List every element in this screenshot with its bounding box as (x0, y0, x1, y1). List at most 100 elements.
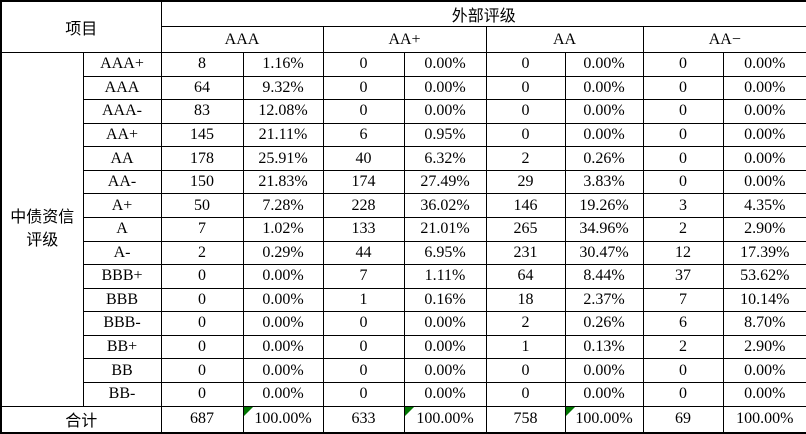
percent-cell: 0.00% (242, 381, 324, 407)
count-cell: 0 (485, 99, 566, 124)
percent-cell: 0.00% (242, 264, 324, 289)
percent-cell: 19.26% (564, 193, 644, 218)
total-cell-value: 100.00% (254, 410, 312, 428)
count-cell: 0 (322, 52, 405, 77)
total-label: 合计 (0, 405, 162, 434)
total-cell-value: 100.00% (736, 410, 794, 428)
percent-cell: 1.16% (242, 52, 324, 77)
percent-cell: 53.62% (722, 264, 806, 289)
percent-cell: 8.70% (722, 311, 806, 336)
table-row: A- 2 0.29% 44 6.95% 231 30.47% 12 17.39% (1, 240, 806, 266)
total-count-cell: 687 (160, 405, 244, 434)
percent-cell: 0.00% (722, 52, 806, 77)
percent-cell: 0.00% (722, 122, 806, 148)
percent-cell: 0.00% (403, 99, 487, 124)
percent-cell: 0.00% (722, 358, 806, 383)
count-cell: 0 (485, 75, 566, 101)
count-cell: 0 (322, 358, 405, 383)
total-cell-value: 687 (190, 410, 215, 428)
count-cell: 0 (160, 287, 244, 313)
percent-cell: 21.83% (242, 169, 324, 195)
excel-flag-triangle-icon (566, 407, 575, 416)
total-cell-value: 633 (351, 410, 376, 428)
percent-cell: 0.16% (403, 287, 487, 313)
percent-cell: 0.00% (403, 75, 487, 101)
count-cell: 83 (160, 99, 244, 124)
count-cell: 3 (642, 193, 724, 218)
row-label: AA (82, 146, 162, 171)
percent-cell: 3.83% (564, 169, 644, 195)
external-rating-group-header: 外部评级 (160, 0, 806, 27)
count-cell: 0 (160, 334, 244, 360)
count-cell: 29 (485, 169, 566, 195)
row-label: AAA (82, 75, 162, 101)
total-count-cell: 633 (322, 405, 405, 434)
percent-cell: 34.96% (564, 216, 644, 242)
header-row-groups: 项目 外部评级 (0, 0, 806, 53)
percent-cell: 0.00% (564, 381, 644, 407)
count-cell: 0 (322, 311, 405, 336)
count-cell: 64 (160, 75, 244, 101)
percent-cell: 0.95% (403, 122, 487, 148)
count-cell: 0 (160, 381, 244, 407)
percent-cell: 25.91% (242, 146, 324, 171)
count-cell: 0 (322, 381, 405, 407)
percent-cell: 21.11% (242, 122, 324, 148)
total-cell-value: 100.00% (416, 410, 474, 428)
count-cell: 40 (322, 146, 405, 171)
row-label: BBB+ (82, 264, 162, 289)
excel-flag-triangle-icon (244, 407, 253, 416)
count-cell: 231 (485, 240, 566, 266)
count-cell: 0 (642, 358, 724, 383)
percent-cell: 6.32% (403, 146, 487, 171)
percent-cell: 0.00% (564, 99, 644, 124)
count-cell: 37 (642, 264, 724, 289)
percent-cell: 0.00% (722, 381, 806, 407)
total-cell-value: 69 (675, 410, 692, 428)
table-row: A+ 50 7.28% 228 36.02% 146 19.26% 3 4.35% (1, 193, 806, 218)
count-cell: 0 (642, 146, 724, 171)
percent-cell: 1.11% (403, 264, 487, 289)
row-label: AAA+ (82, 52, 162, 77)
percent-cell: 0.00% (242, 358, 324, 383)
external-rating-header: AA+ (322, 26, 487, 53)
count-cell: 0 (485, 122, 566, 148)
percent-cell: 0.29% (242, 240, 324, 266)
count-cell: 50 (160, 193, 244, 218)
external-rating-header: AA− (642, 26, 806, 53)
percent-cell: 0.00% (403, 311, 487, 336)
table-row: AA- 150 21.83% 174 27.49% 29 3.83% 0 0.00% (1, 169, 806, 195)
count-cell: 2 (160, 240, 244, 266)
corner-header: 项目 (0, 0, 162, 53)
count-cell: 1 (485, 334, 566, 360)
count-cell: 0 (322, 99, 405, 124)
count-cell: 7 (160, 216, 244, 242)
percent-cell: 12.08% (242, 99, 324, 124)
row-label: BB- (82, 381, 162, 407)
table-row: BB+ 0 0.00% 0 0.00% 1 0.13% 2 2.90% (1, 334, 806, 360)
count-cell: 145 (160, 122, 244, 148)
table-row: BB- 0 0.00% 0 0.00% 0 0.00% 0 0.00% (1, 381, 806, 407)
table-row: AA 178 25.91% 40 6.32% 2 0.26% 0 0.00% (1, 146, 806, 171)
count-cell: 0 (322, 334, 405, 360)
total-count-cell: 69 (642, 405, 724, 434)
percent-cell: 10.14% (722, 287, 806, 313)
header-row-ratings: AAA AA+ AA AA− (1, 26, 806, 53)
percent-cell: 21.01% (403, 216, 487, 242)
count-cell: 146 (485, 193, 566, 218)
percent-cell: 0.00% (403, 334, 487, 360)
count-cell: 1 (322, 287, 405, 313)
count-cell: 18 (485, 287, 566, 313)
total-percent-cell: 100.00% (242, 405, 324, 434)
count-cell: 133 (322, 216, 405, 242)
row-label: A- (82, 240, 162, 266)
count-cell: 150 (160, 169, 244, 195)
percent-cell: 0.00% (403, 52, 487, 77)
percent-cell: 0.13% (564, 334, 644, 360)
count-cell: 0 (485, 358, 566, 383)
percent-cell: 0.00% (722, 146, 806, 171)
count-cell: 12 (642, 240, 724, 266)
percent-cell: 0.00% (403, 358, 487, 383)
table-row: AAA- 83 12.08% 0 0.00% 0 0.00% 0 0.00% (1, 99, 806, 124)
count-cell: 0 (160, 311, 244, 336)
